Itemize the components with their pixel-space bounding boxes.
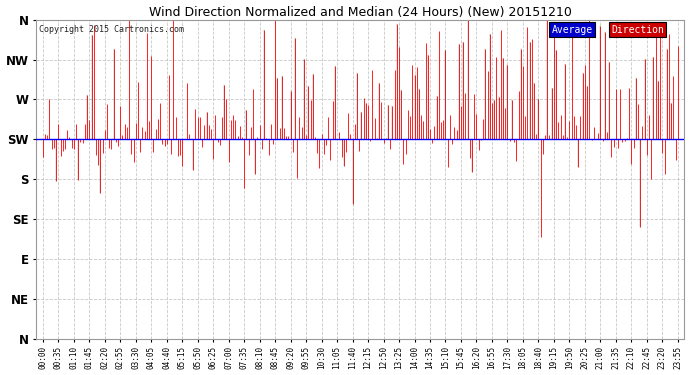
Text: Direction: Direction xyxy=(611,24,664,34)
Title: Wind Direction Normalized and Median (24 Hours) (New) 20151210: Wind Direction Normalized and Median (24… xyxy=(149,6,572,18)
Text: Copyright 2015 Cartronics.com: Copyright 2015 Cartronics.com xyxy=(39,24,184,33)
Text: Average: Average xyxy=(551,24,593,34)
